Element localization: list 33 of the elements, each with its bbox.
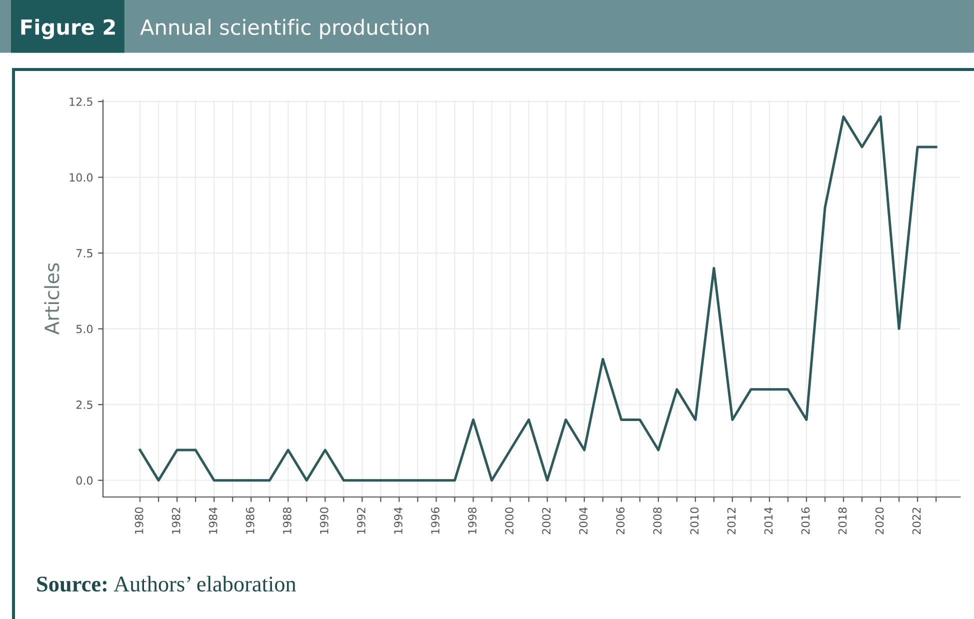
x-tick-label: 2004: [579, 507, 588, 534]
y-tick-label: 2.5: [76, 400, 92, 409]
x-tick-label: 2016: [801, 507, 810, 534]
x-tick-label: 2014: [764, 507, 773, 534]
x-tick-label: 2018: [838, 507, 847, 534]
x-tick-label: 2010: [690, 507, 699, 534]
x-tick-label: 1986: [246, 507, 254, 534]
y-tick-label: 0.0: [76, 476, 93, 485]
x-tick-label: 1980: [134, 507, 144, 534]
y-axis-title: Articles: [44, 263, 60, 335]
x-tick-label: 2020: [875, 507, 884, 534]
x-tick-label: 1994: [394, 507, 402, 534]
y-tick-label: 12.5: [70, 97, 92, 106]
y-tick-label: 7.5: [76, 249, 92, 258]
caption: Figure 2: [21, 18, 115, 40]
chart-title: Annual scientific production: [140, 18, 428, 40]
x-tick-label: 2002: [542, 508, 551, 534]
x-tick-label: 2006: [616, 507, 625, 534]
y-tick-label: 5.0: [76, 324, 93, 334]
x-tick-label: 1996: [431, 507, 440, 534]
x-tick-label: 2022: [912, 508, 921, 534]
x-tick-label: 1992: [356, 508, 366, 534]
x-tick-label: 1998: [468, 507, 476, 534]
x-tick-label: 2008: [653, 507, 662, 534]
x-tick-label: 2012: [727, 508, 736, 534]
x-tick-label: 1988: [282, 507, 292, 534]
x-tick-label: 1990: [320, 507, 328, 534]
source-note: Source: Authors’ elaboration: [37, 576, 296, 592]
x-tick-label: 2000: [505, 507, 514, 534]
x-tick-label: 1984: [208, 507, 218, 534]
x-tick-label: 1982: [172, 508, 180, 534]
y-tick-label: 10.0: [70, 173, 93, 182]
line-series: [138, 115, 938, 482]
